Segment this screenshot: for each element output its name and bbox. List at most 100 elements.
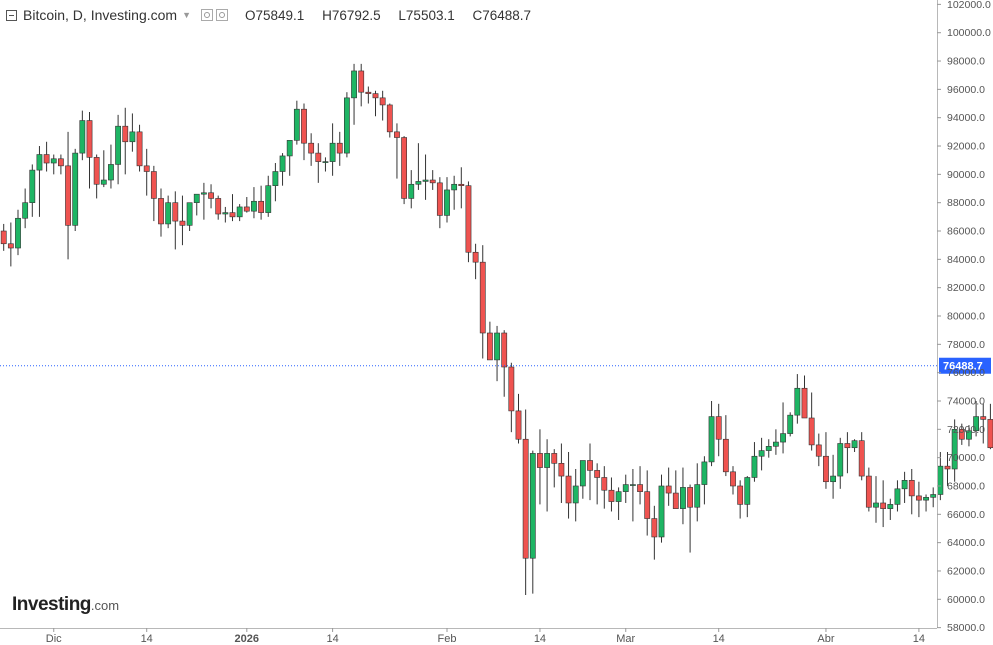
candle	[851, 439, 858, 452]
candle	[72, 148, 79, 232]
candle-body	[7, 243, 14, 249]
candle	[787, 412, 794, 437]
candle	[508, 362, 515, 433]
candle	[186, 202, 193, 232]
candle	[887, 498, 894, 520]
candle-body	[794, 387, 801, 416]
candle	[258, 185, 264, 220]
y-tick-label: 58000.0	[947, 622, 985, 634]
candle	[86, 112, 93, 189]
candle	[923, 494, 929, 512]
candle-body	[86, 120, 93, 158]
y-tick-label: 96000.0	[947, 84, 985, 96]
candle	[880, 480, 887, 528]
candle-body	[615, 491, 622, 502]
y-tick-label: 84000.0	[947, 254, 985, 266]
candle-body	[208, 192, 214, 199]
candle-body	[458, 183, 465, 186]
candle	[665, 467, 672, 506]
candle-body	[694, 484, 701, 508]
y-tick-label: 64000.0	[947, 537, 985, 549]
candle	[830, 454, 836, 499]
candle	[908, 468, 915, 515]
candle-body	[15, 217, 21, 249]
candle-body	[587, 460, 593, 471]
candle-body	[722, 438, 729, 473]
candle-body	[801, 387, 808, 419]
candle	[22, 188, 29, 229]
candle-body	[329, 142, 336, 162]
candle-body	[944, 465, 951, 470]
chevron-down-icon[interactable]: ▼	[182, 10, 191, 20]
candle-body	[973, 416, 979, 432]
x-tick-label: 14	[713, 633, 725, 645]
y-tick-label: 86000.0	[947, 226, 985, 238]
candle-body	[429, 179, 436, 184]
candle	[15, 209, 21, 256]
candle	[744, 476, 751, 518]
candle-body	[680, 487, 686, 509]
candle	[358, 63, 365, 107]
candle-body	[608, 489, 615, 502]
candle-body	[844, 443, 851, 449]
settings-icon[interactable]	[200, 9, 213, 21]
candle	[472, 243, 479, 280]
collapse-icon[interactable]	[6, 9, 17, 21]
visibility-icon[interactable]	[215, 9, 228, 21]
candle-body	[79, 120, 86, 154]
candle	[50, 154, 57, 175]
candle	[694, 463, 701, 522]
candle	[308, 133, 315, 166]
candle	[808, 392, 815, 451]
candle	[873, 476, 879, 523]
candle-body	[365, 91, 372, 94]
candle	[823, 432, 829, 489]
candle-body	[529, 453, 536, 559]
candle-body	[158, 198, 164, 225]
candle-body	[780, 433, 786, 443]
candle	[279, 153, 286, 186]
candle	[486, 321, 493, 361]
candle-body	[851, 440, 858, 449]
candle	[758, 437, 765, 471]
y-tick-label: 94000.0	[947, 112, 985, 124]
candle-body	[479, 261, 486, 334]
candle-body	[229, 212, 236, 218]
candle-body	[322, 161, 329, 163]
y-tick-label: 66000.0	[947, 509, 985, 521]
candle	[36, 146, 43, 217]
candle-body	[901, 480, 908, 490]
x-tick-label: Feb	[438, 633, 457, 645]
candle-body	[594, 470, 601, 478]
candle	[322, 157, 329, 172]
candle	[43, 141, 50, 172]
close-value: 76488.7	[482, 7, 532, 23]
candle-body	[143, 165, 150, 172]
candle	[765, 439, 772, 458]
candle	[451, 175, 458, 210]
candle	[737, 480, 744, 519]
candle-body	[508, 366, 515, 412]
candle-body	[937, 465, 944, 495]
candle	[265, 175, 272, 217]
candle	[958, 423, 965, 445]
candle	[937, 451, 944, 501]
last-price-line: 76488.7	[0, 357, 991, 374]
candle	[901, 471, 908, 503]
candle	[415, 143, 422, 190]
candle-body	[401, 137, 407, 199]
candle	[429, 170, 436, 190]
candle-body	[108, 164, 114, 181]
candle-body	[887, 504, 894, 509]
y-tick-label: 92000.0	[947, 141, 985, 153]
candle	[165, 195, 172, 229]
candle	[980, 403, 987, 444]
candle-body	[36, 154, 43, 171]
y-tick-label: 72000.0	[947, 424, 985, 436]
candle	[494, 325, 500, 382]
candle-body	[265, 185, 272, 213]
candle	[594, 463, 601, 505]
candle	[0, 223, 7, 251]
candle-body	[486, 332, 493, 361]
